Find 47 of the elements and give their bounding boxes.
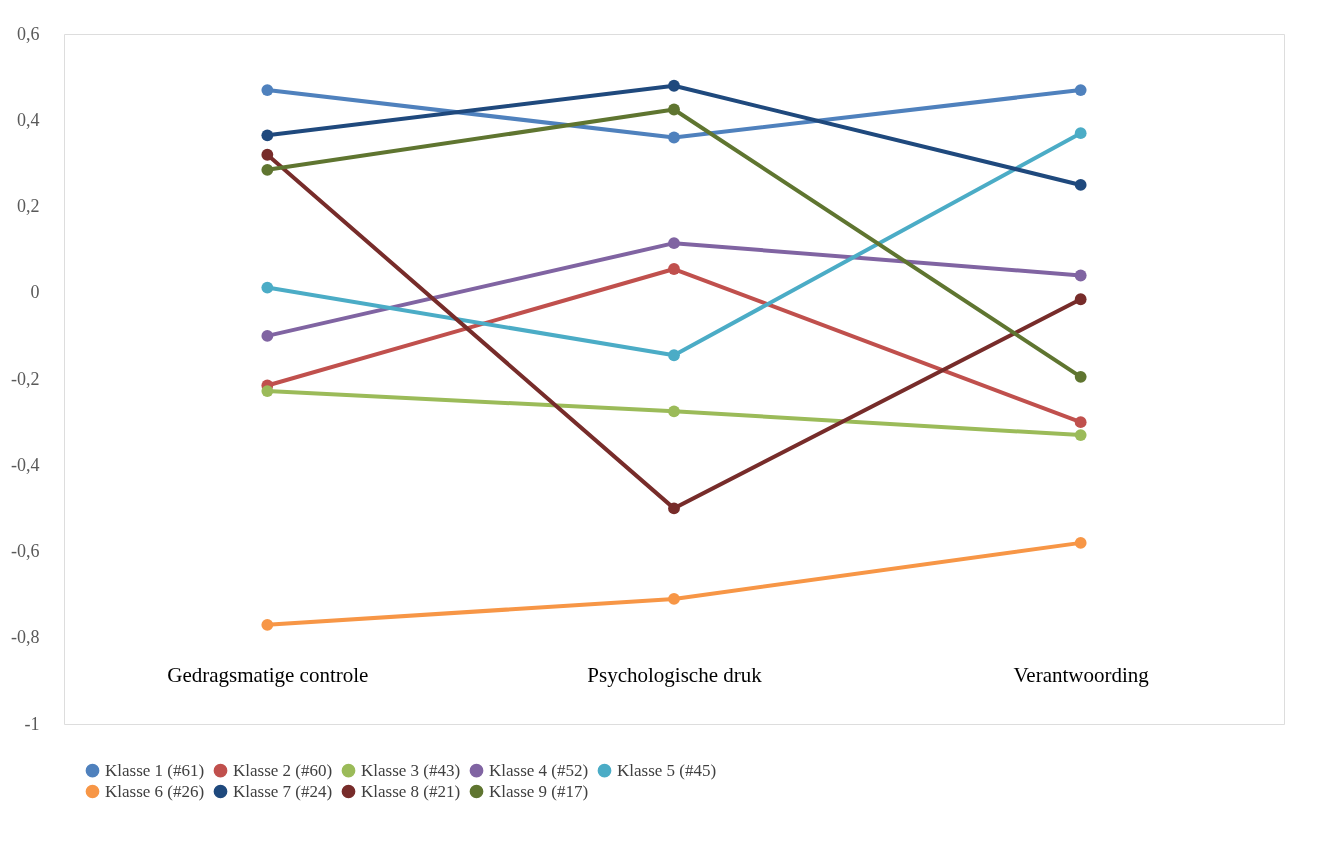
legend-label: Klasse 8 (#21) — [361, 781, 461, 801]
y-tick-label: -0,8 — [11, 627, 40, 648]
point — [1074, 370, 1087, 383]
x-tick-label: Gedragsmatige controle — [167, 662, 369, 687]
y-tick-label: -0,6 — [11, 541, 40, 561]
point — [668, 131, 680, 144]
x-tick-label: Verantwoording — [1013, 662, 1150, 687]
point — [1074, 269, 1087, 282]
y-tick-label: 0,2 — [17, 196, 40, 216]
point — [1074, 84, 1087, 96]
y-tick-label: 0 — [30, 282, 40, 303]
y-tick-label: -0,2 — [11, 368, 40, 389]
point — [261, 281, 274, 294]
point — [668, 349, 680, 362]
legend-label: Klasse 9 (#17) — [489, 781, 589, 801]
point — [261, 129, 274, 142]
point — [668, 593, 680, 605]
point — [668, 405, 680, 418]
point — [261, 84, 274, 96]
point — [1074, 429, 1087, 441]
legend-label: Klasse 2 (#60) — [233, 760, 333, 780]
y-tick-label: 0,4 — [17, 109, 40, 130]
point — [668, 263, 680, 275]
point — [1074, 293, 1087, 306]
y-tick-label: -0,4 — [11, 454, 40, 475]
point — [261, 385, 274, 397]
point — [261, 148, 274, 161]
y-tick-label: 0,6 — [17, 23, 40, 44]
point — [668, 237, 680, 250]
point — [1074, 536, 1087, 549]
point — [1074, 416, 1087, 429]
point — [1074, 179, 1087, 191]
point — [668, 502, 680, 515]
point — [1074, 127, 1087, 140]
legend-label: Klasse 5 (#45) — [617, 760, 717, 780]
legend-label: Klasse 6 (#26) — [105, 781, 205, 801]
point — [261, 163, 274, 176]
point — [668, 79, 680, 92]
point — [261, 618, 274, 631]
legend-label: Klasse 3 (#43) — [361, 760, 461, 780]
legend-label: Klasse 1 (#61) — [105, 760, 205, 780]
legend-label: Klasse 7 (#24) — [233, 781, 333, 801]
point — [668, 103, 680, 116]
y-tick-label: -1 — [24, 713, 40, 734]
point — [261, 329, 274, 342]
legend-label: Klasse 4 (#52) — [489, 760, 589, 780]
x-tick-label: Psychologische druk — [587, 662, 763, 687]
